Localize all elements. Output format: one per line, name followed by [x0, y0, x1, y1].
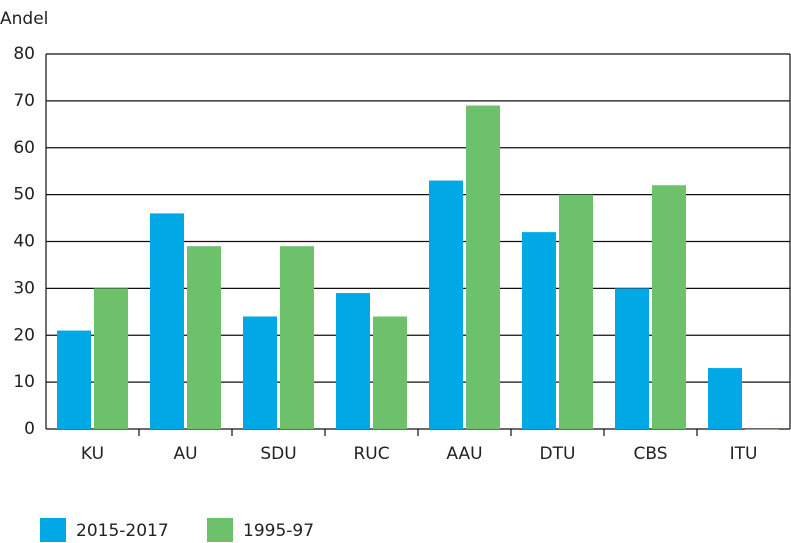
x-tick-label: SDU [260, 444, 296, 464]
bar [94, 288, 128, 429]
bar [336, 293, 370, 429]
bar [466, 105, 500, 429]
bar [429, 180, 463, 429]
y-tick-label: 20 [13, 325, 35, 345]
bar [615, 288, 649, 429]
x-tick-label: AAU [446, 444, 482, 464]
bar [745, 429, 779, 430]
bar [187, 246, 221, 429]
y-tick-label: 50 [13, 185, 35, 205]
y-tick-label: 0 [24, 419, 35, 439]
x-tick-label: KU [81, 444, 104, 464]
x-tick-label: ITU [730, 444, 758, 464]
bar [708, 368, 742, 429]
bar [373, 316, 407, 429]
y-tick-label: 60 [13, 138, 35, 158]
x-tick-label: DTU [540, 444, 576, 464]
x-tick-label: CBS [633, 444, 667, 464]
x-tick-label: RUC [353, 444, 389, 464]
legend-label: 1995-97 [243, 521, 314, 541]
legend-swatch [40, 518, 66, 542]
bar [522, 232, 556, 429]
y-tick-label: 70 [13, 91, 35, 111]
y-tick-label: 10 [13, 372, 35, 392]
bar [280, 246, 314, 429]
legend-swatch [207, 518, 233, 542]
bar [559, 194, 593, 429]
y-tick-label: 30 [13, 278, 35, 298]
bar [57, 330, 91, 429]
x-tick-label: AU [173, 444, 197, 464]
y-axis-label: Andel [0, 9, 48, 29]
bar [652, 185, 686, 429]
y-tick-label: 40 [13, 232, 35, 252]
y-tick-label: 80 [13, 44, 35, 64]
legend-label: 2015-2017 [76, 521, 169, 541]
bar [150, 213, 184, 429]
bar [243, 316, 277, 429]
